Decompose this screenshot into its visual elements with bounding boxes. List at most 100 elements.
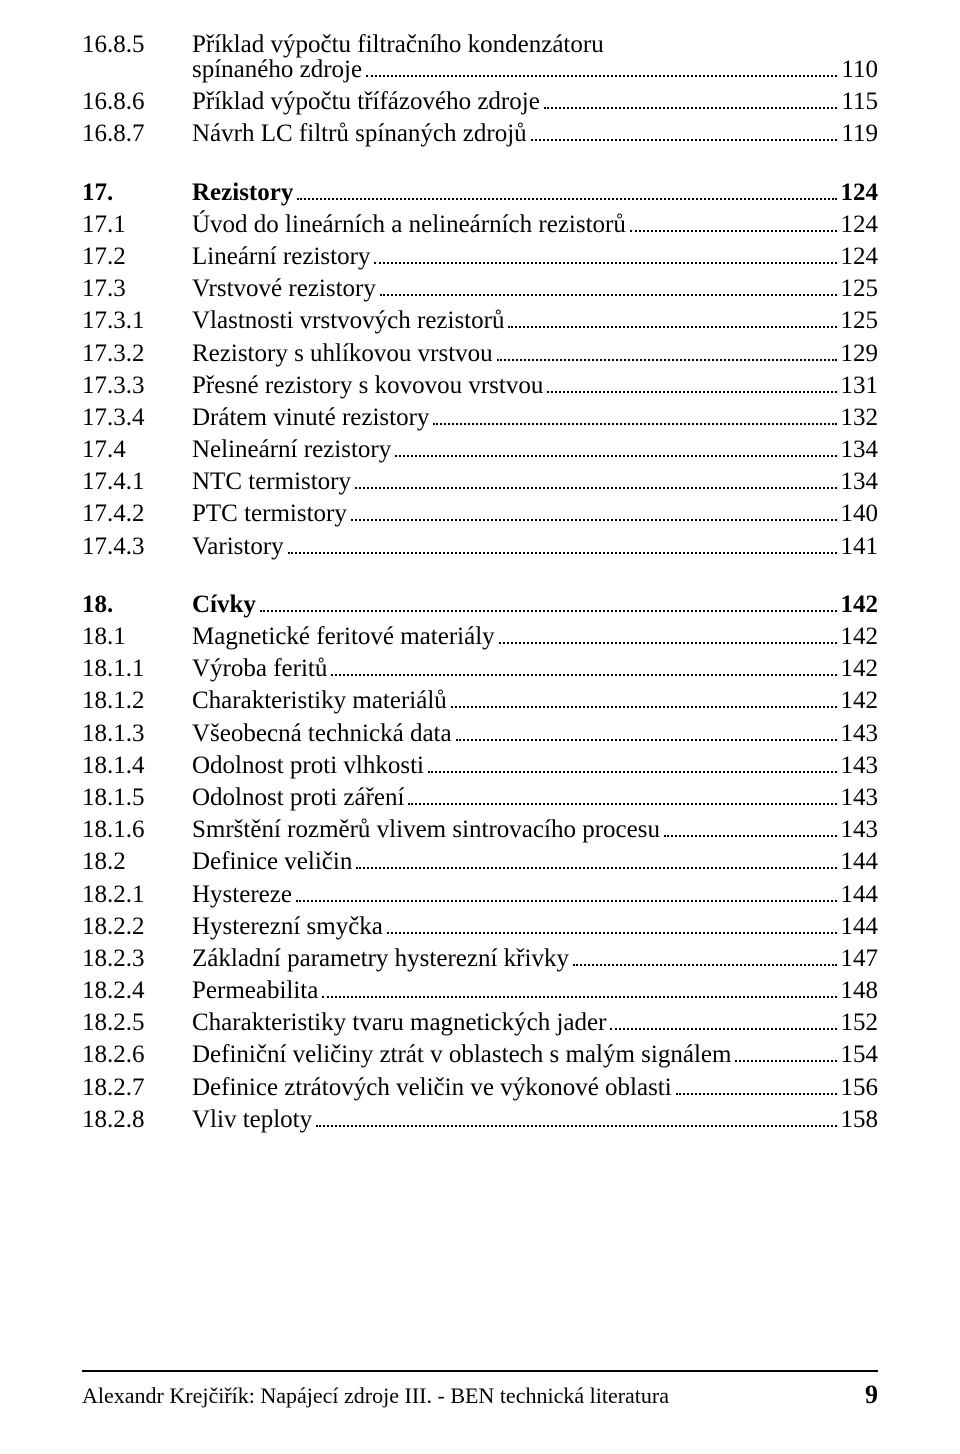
toc-entry-title-row: Návrh LC filtrů spínaných zdrojů 119 (192, 121, 878, 146)
toc-entry-number: 18.1 (82, 624, 192, 649)
toc-leaders (544, 92, 838, 110)
toc-entry: 16.8.5Příklad výpočtu filtračního konden… (82, 32, 878, 82)
toc-group-gap (82, 154, 878, 180)
toc-entry-page: 141 (841, 534, 879, 559)
toc-entry-number: 18.2.8 (82, 1107, 192, 1132)
toc-entry-title-row: Základní parametry hysterezní křivky147 (192, 946, 878, 971)
toc-entry-title: Návrh LC filtrů spínaných zdrojů (192, 121, 527, 146)
toc-entry-page: 143 (841, 753, 879, 778)
toc-entry-page: 142 (841, 688, 879, 713)
toc-entry-title: Úvod do lineárních a nelineárních rezist… (192, 212, 626, 237)
toc-entry-title: Definiční veličiny ztrát v oblastech s m… (192, 1042, 731, 1067)
toc-entry: 17.3.2Rezistory s uhlíkovou vrstvou129 (82, 341, 878, 366)
toc-entry: 17.4.3Varistory141 (82, 534, 878, 559)
toc-leaders (316, 1109, 836, 1127)
toc-entry: 18.2.4Permeabilita 148 (82, 978, 878, 1003)
toc-entry-number: 17.1 (82, 212, 192, 237)
toc-entry-title: Permeabilita (192, 978, 318, 1003)
toc-entry: 18.1.6Smrštění rozměrů vlivem sintrovací… (82, 817, 878, 842)
toc-entry: 18.2.7Definice ztrátových veličin ve výk… (82, 1075, 878, 1100)
toc-entry-title: Odolnost proti záření (192, 785, 404, 810)
toc-entry-number: 18.2.2 (82, 914, 192, 939)
toc-entry-number: 18.2.4 (82, 978, 192, 1003)
toc-entry: 17.4.1NTC termistory134 (82, 469, 878, 494)
toc-entry-title-col: Vrstvové rezistory125 (192, 276, 878, 301)
toc-leaders (322, 981, 836, 999)
toc-entry-number: 18.1.3 (82, 721, 192, 746)
toc-entry-number: 17.4 (82, 437, 192, 462)
toc-entry-title-row: Smrštění rozměrů vlivem sintrovacího pro… (192, 817, 878, 842)
table-of-contents: 16.8.5Příklad výpočtu filtračního konden… (82, 32, 878, 1132)
toc-entry-page: 131 (841, 373, 879, 398)
toc-entry-title-row: Rezistory124 (192, 180, 878, 205)
footer-rule (82, 1370, 878, 1372)
toc-entry-page: 115 (841, 89, 878, 114)
toc-entry-title-row: Definiční veličiny ztrát v oblastech s m… (192, 1042, 878, 1067)
toc-entry-page: 119 (841, 121, 878, 146)
toc-entry-number: 17.3.2 (82, 341, 192, 366)
toc-entry-page: 124 (841, 244, 879, 269)
toc-entry-title-col: Vliv teploty158 (192, 1107, 878, 1132)
toc-entry-title-col: Permeabilita 148 (192, 978, 878, 1003)
toc-entry-title-col: Úvod do lineárních a nelineárních rezist… (192, 212, 878, 237)
toc-leaders (735, 1045, 836, 1063)
toc-entry-title-col: Smrštění rozměrů vlivem sintrovacího pro… (192, 817, 878, 842)
toc-entry-title-col: Drátem vinuté rezistory132 (192, 405, 878, 430)
toc-entry-title-col: Magnetické feritové materiály142 (192, 624, 878, 649)
toc-entry-page: 148 (841, 978, 879, 1003)
toc-leaders (331, 659, 836, 677)
toc-entry-title-row: NTC termistory134 (192, 469, 878, 494)
toc-entry-title: NTC termistory (192, 469, 351, 494)
toc-entry-title-row: Hystereze144 (192, 882, 878, 907)
toc-entry-title-row: Drátem vinuté rezistory132 (192, 405, 878, 430)
toc-entry-number: 18.1.5 (82, 785, 192, 810)
toc-entry-title-row: Varistory141 (192, 534, 878, 559)
toc-entry: 17.4Nelineární rezistory134 (82, 437, 878, 462)
footer-text: Alexandr Krejčiřík: Napájecí zdroje III.… (82, 1383, 669, 1409)
toc-leaders (433, 407, 836, 425)
toc-leaders (451, 691, 837, 709)
toc-entry-title-row: Vliv teploty158 (192, 1107, 878, 1132)
toc-entry-title: Hysterezní smyčka (192, 914, 383, 939)
toc-leaders (366, 60, 837, 78)
toc-entry-number: 18.1.6 (82, 817, 192, 842)
page: 16.8.5Příklad výpočtu filtračního konden… (0, 0, 960, 1454)
toc-leaders (395, 440, 836, 458)
toc-entry-title: Cívky (192, 592, 256, 617)
toc-entry-title: Rezistory s uhlíkovou vrstvou (192, 341, 493, 366)
toc-entry-page: 142 (841, 656, 879, 681)
toc-group-gap (82, 566, 878, 592)
toc-entry-number: 16.8.5 (82, 32, 192, 57)
toc-entry: 17.Rezistory124 (82, 180, 878, 205)
toc-entry: 18.1.2Charakteristiky materiálů142 (82, 688, 878, 713)
toc-entry-page: 125 (841, 308, 879, 333)
toc-leaders (387, 916, 837, 934)
toc-entry-number: 18.2.7 (82, 1075, 192, 1100)
toc-entry-title-col: Odolnost proti záření 143 (192, 785, 878, 810)
toc-entry-number: 17. (82, 180, 192, 205)
toc-entry-title-row: Vrstvové rezistory125 (192, 276, 878, 301)
toc-entry-title: Magnetické feritové materiály (192, 624, 495, 649)
toc-entry-title-col: Výroba feritů142 (192, 656, 878, 681)
toc-entry-title: Drátem vinuté rezistory (192, 405, 429, 430)
toc-leaders (610, 1013, 836, 1031)
toc-entry-number: 17.4.1 (82, 469, 192, 494)
toc-entry-title-row: Lineární rezistory124 (192, 244, 878, 269)
toc-entry-number: 16.8.7 (82, 121, 192, 146)
toc-entry: 18.1.1Výroba feritů142 (82, 656, 878, 681)
toc-leaders (676, 1077, 837, 1095)
toc-entry-title-col: Návrh LC filtrů spínaných zdrojů 119 (192, 121, 878, 146)
toc-entry-page: 143 (841, 785, 879, 810)
toc-entry-number: 18.2.5 (82, 1010, 192, 1035)
toc-leaders (428, 755, 837, 773)
toc-entry: 18.2.6Definiční veličiny ztrát v oblaste… (82, 1042, 878, 1067)
toc-entry-title-row: Charakteristiky materiálů142 (192, 688, 878, 713)
toc-entry: 16.8.7Návrh LC filtrů spínaných zdrojů 11… (82, 121, 878, 146)
toc-entry-title: Smrštění rozměrů vlivem sintrovacího pro… (192, 817, 660, 842)
toc-entry: 17.2Lineární rezistory124 (82, 244, 878, 269)
toc-entry: 17.3.4Drátem vinuté rezistory132 (82, 405, 878, 430)
toc-entry-title-col: NTC termistory134 (192, 469, 878, 494)
toc-entry-title: Vrstvové rezistory (192, 276, 376, 301)
toc-leaders (630, 214, 837, 232)
toc-leaders (288, 536, 837, 554)
